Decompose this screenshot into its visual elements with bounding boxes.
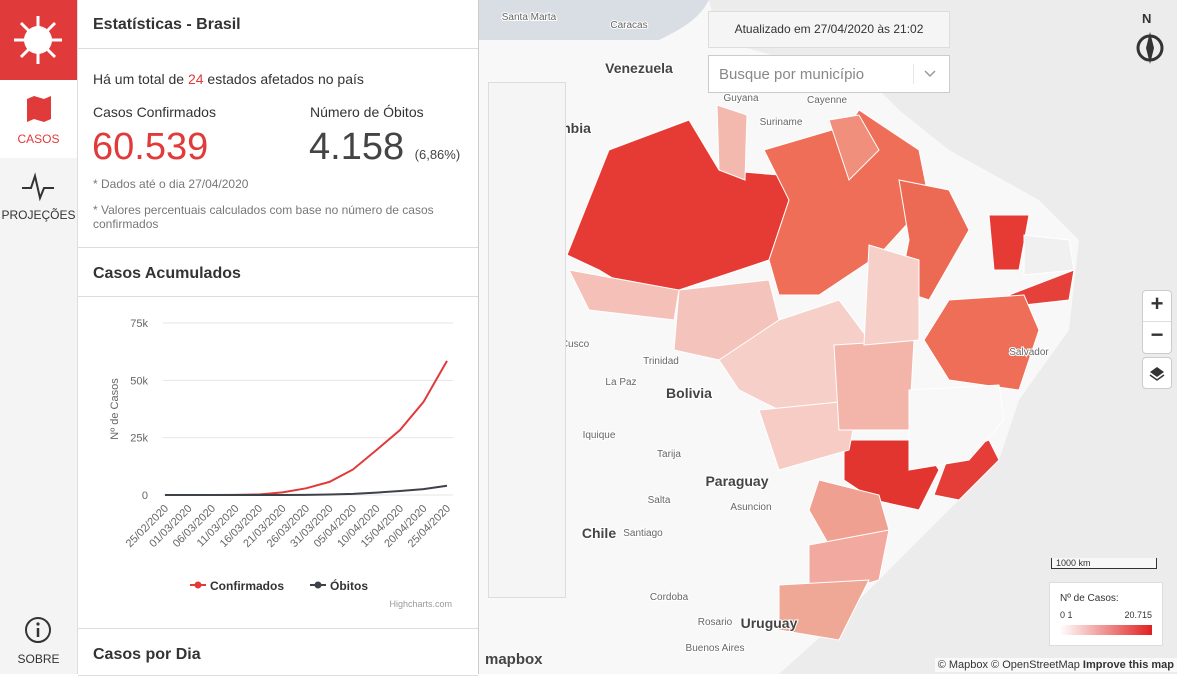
y-tick-label: 25k <box>130 433 148 445</box>
update-badge: Atualizado em 27/04/2020 às 21:02 <box>708 11 950 48</box>
summary: Há um total de 24 estados afetados no pa… <box>78 49 478 248</box>
sidebar: CASOS PROJEÇÕES SOBRE <box>0 0 78 674</box>
stats-panel: Estatísticas - Brasil Há um total de 24 … <box>78 0 479 676</box>
legend-marker <box>194 581 202 589</box>
zoom-out[interactable]: − <box>1150 322 1164 347</box>
logo[interactable] <box>0 0 77 80</box>
compass <box>1136 32 1164 64</box>
place-label: Buenos Aires <box>686 643 745 654</box>
dropdown-icon <box>913 64 936 84</box>
series-line <box>165 484 448 496</box>
value: 4.158 <box>309 126 405 168</box>
confirmed-value: 60.539 <box>92 126 209 168</box>
timeline <box>488 82 566 598</box>
place-label: Salta <box>648 495 671 506</box>
layers-button[interactable] <box>1142 357 1172 389</box>
legend-gradient <box>1060 625 1152 635</box>
map-icon <box>27 96 51 122</box>
place-label: La Paz <box>605 377 636 388</box>
legend: Nº de Casos: 0 1 20.715 <box>1049 582 1163 646</box>
scale-bar: 1000 km <box>1051 558 1157 569</box>
place-label: Trinidad <box>643 356 679 367</box>
place-label: Tarija <box>657 449 681 460</box>
place-label: Bolivia <box>666 385 712 401</box>
legend-max: 20.715 <box>1124 610 1152 620</box>
place-label: Caracas <box>610 20 647 31</box>
series-line <box>164 360 448 496</box>
place-label: Santa Marta <box>502 12 557 23</box>
nav-about[interactable]: SOBRE <box>0 610 77 674</box>
nav-label: CASOS <box>17 132 60 146</box>
label: Casos Confirmados <box>93 104 216 120</box>
place-label: Suriname <box>760 117 803 128</box>
nav-label: SOBRE <box>17 652 60 666</box>
nav-cases[interactable]: CASOS <box>0 80 77 158</box>
placeholder: Busque por município <box>719 66 865 83</box>
y-axis-title: Nº de Casos <box>109 378 121 440</box>
place-label: Venezuela <box>605 60 673 76</box>
place-label: Paraguay <box>705 473 768 489</box>
note: * Dados até o dia 27/04/2020 <box>93 177 249 191</box>
place-label: Chile <box>582 525 616 541</box>
attribution: © Mapbox © OpenStreetMap Improve this ma… <box>934 658 1177 672</box>
attribution-text: © Mapbox © OpenStreetMap <box>937 659 1080 671</box>
legend-label: Confirmados <box>210 579 284 593</box>
total-text: Há um total de 24 estados afetados no pa… <box>93 71 364 87</box>
nav-label: PROJEÇÕES <box>1 208 76 222</box>
legend-min: 0 1 <box>1060 610 1073 620</box>
nav-projections[interactable]: PROJEÇÕES <box>0 160 77 238</box>
north: N <box>1142 11 1152 26</box>
chart-credit: Highcharts.com <box>389 599 452 609</box>
panel-title: Estatísticas - Brasil <box>93 16 241 33</box>
states-count: 24 <box>187 71 204 87</box>
legend-title: Nº de Casos: <box>1060 593 1119 604</box>
note: * Valores percentuais calculados com bas… <box>93 203 434 231</box>
y-tick-label: 50k <box>130 375 148 387</box>
percent: (6,86%) <box>414 147 461 162</box>
label: Número de Óbitos <box>310 104 424 120</box>
place-label: Cayenne <box>807 95 847 106</box>
map-canvas: Santa Marta Caracas Venezuela Guyana Surinam… <box>479 0 1177 674</box>
improve-link[interactable]: Improve this map <box>1082 659 1174 671</box>
search-select[interactable]: Busque por município <box>708 55 950 93</box>
deaths-value: 4.158 (6,86%) <box>309 126 460 169</box>
place-label: Salvador <box>1009 347 1049 358</box>
legend-marker <box>314 581 322 589</box>
place-label: Rosario <box>698 617 733 628</box>
place-label: Cusco <box>561 339 590 350</box>
place-label: Uruguay <box>741 615 798 631</box>
zoom-in[interactable]: + <box>1143 291 1171 322</box>
place-label: Asuncion <box>730 502 771 513</box>
text: Há um total de <box>93 71 185 87</box>
section-title: Casos Acumulados <box>93 265 241 282</box>
info-icon <box>25 617 51 643</box>
logo-icon <box>14 16 62 64</box>
zoom-controls: + − <box>1142 290 1172 354</box>
text: estados afetados no país <box>207 71 364 87</box>
section-title: Casos por Dia <box>93 646 201 663</box>
legend-label: Óbitos <box>330 578 368 593</box>
place-label: Cordoba <box>650 592 689 603</box>
place-label: Guyana <box>723 93 758 104</box>
place-label: Santiago <box>623 528 663 539</box>
place-label: Iquique <box>583 430 616 441</box>
y-tick-label: 0 <box>142 490 148 502</box>
pulse-icon <box>22 172 54 202</box>
y-tick-label: 75k <box>130 318 148 330</box>
map: Santa Marta Caracas Venezuela Guyana Surinam… <box>479 0 1177 674</box>
layers-icon <box>1149 367 1165 381</box>
mapbox-logo: mapbox <box>485 651 543 668</box>
